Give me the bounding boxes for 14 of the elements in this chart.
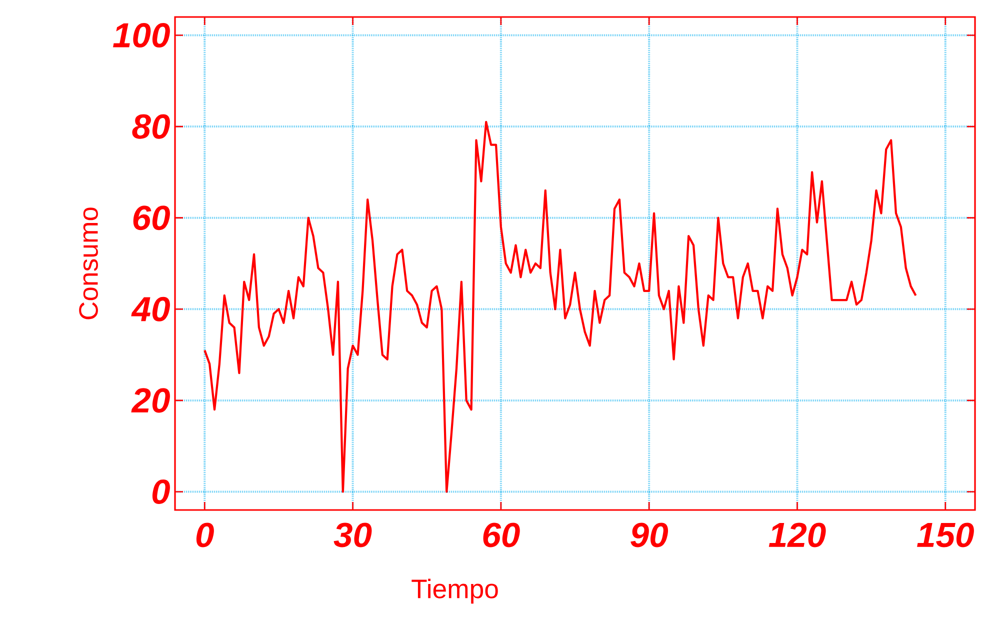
x-tick-label: 30 — [334, 522, 372, 548]
y-tick-label: 100 — [113, 22, 170, 48]
x-tick-label: 90 — [630, 522, 668, 548]
y-tick-label: 60 — [133, 206, 170, 230]
y-tick-label: 0 — [152, 479, 170, 504]
x-tick-label: 60 — [483, 522, 520, 548]
y-tick-label: 80 — [132, 114, 170, 139]
y-tick-label: 20 — [131, 388, 170, 413]
x-tick-label: 0 — [196, 522, 214, 548]
x-axis-title: Tiempo — [412, 578, 498, 604]
y-axis-title: Consumo — [79, 208, 98, 320]
x-tick-label: 120 — [768, 522, 826, 548]
x-tick-label: 150 — [917, 522, 974, 548]
y-tick-label: 40 — [131, 296, 170, 322]
